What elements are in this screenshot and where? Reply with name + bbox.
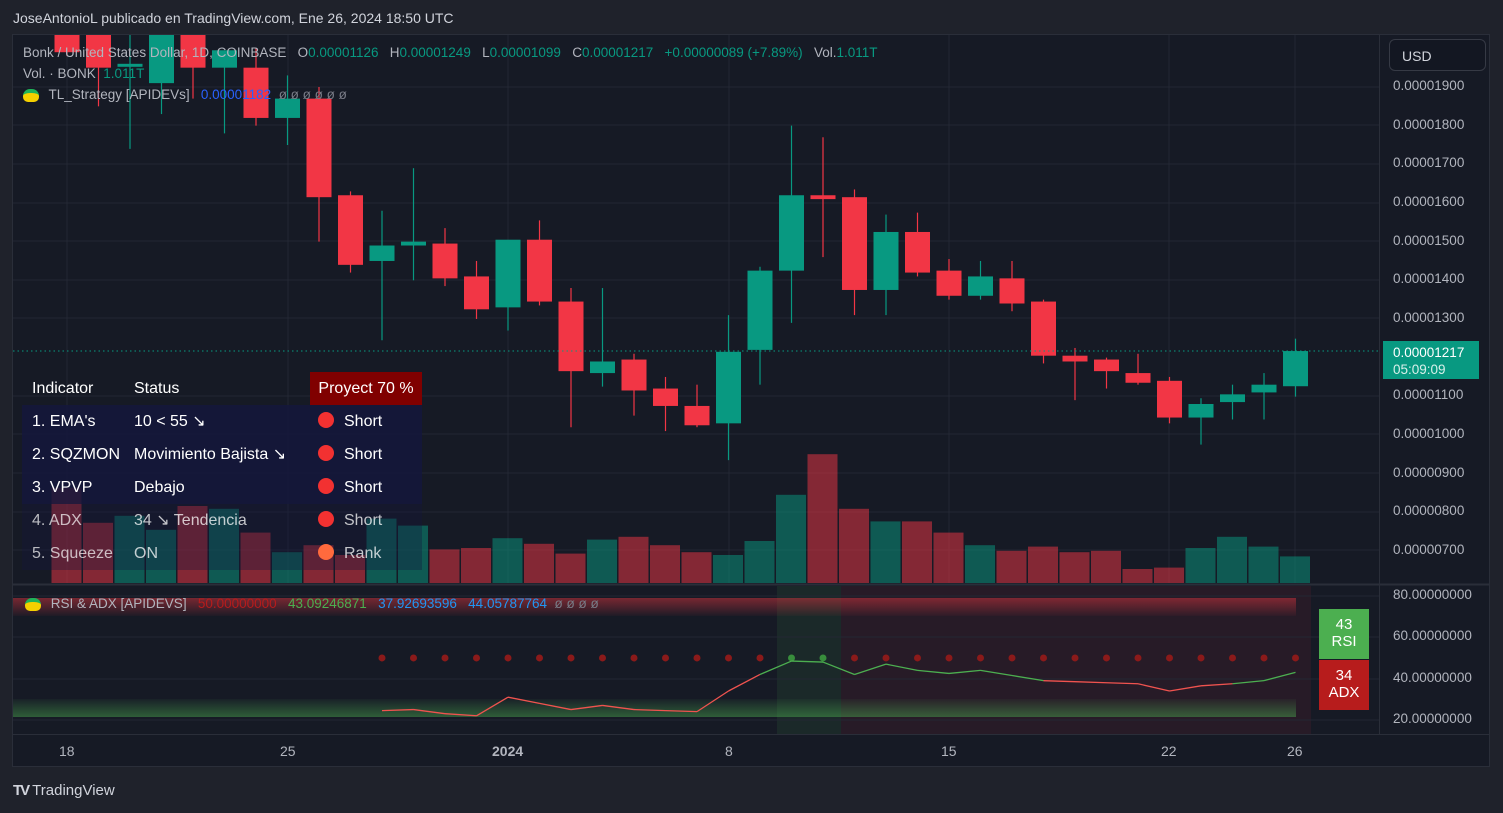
last-price-label: 0.00001217 05:09:09: [1383, 341, 1479, 379]
strategy-legend[interactable]: TL_Strategy [APIDEVs] 0.00001182 ø ø ø ø…: [23, 87, 347, 102]
indicator-status: ON: [134, 545, 158, 562]
indicator-status: Debajo: [134, 479, 185, 496]
price-tick: 0.00001000: [1393, 425, 1465, 441]
indicator-signal: Short: [318, 471, 382, 504]
time-tick: 2024: [492, 743, 524, 759]
signal-dot-icon: [318, 510, 334, 527]
price-tick: 0.00001100: [1393, 387, 1464, 403]
price-tick: 0.00001800: [1393, 116, 1465, 132]
price-tick: 0.00000900: [1393, 464, 1465, 480]
frog-icon: [25, 597, 41, 611]
price-tick: 0.00000800: [1393, 503, 1465, 519]
time-tick: 22: [1161, 743, 1177, 759]
indicator-name: 3. VPVP: [32, 479, 93, 496]
open-value: 0.00001126: [308, 45, 379, 60]
price-tick: 0.00001600: [1393, 193, 1465, 209]
publish-header: JoseAntonioL publicado en TradingView.co…: [13, 10, 454, 26]
time-tick: 26: [1287, 743, 1303, 759]
rsi-tick: 20.00000000: [1393, 710, 1472, 726]
indicator-name: 2. SQZMON: [32, 446, 121, 463]
signal-dot-icon: [318, 477, 334, 494]
indicator-name: 4. ADX: [32, 512, 82, 529]
indicator-row: 4. ADX 34 ↘ Tendencia Short: [22, 504, 422, 537]
price-tick: 0.00001500: [1393, 232, 1465, 248]
low-value: 0.00001099: [489, 45, 561, 60]
signal-dot-icon: [318, 444, 334, 461]
rsi-adx-legend[interactable]: RSI & ADX [APIDEVS] 50.00000000 43.09246…: [25, 596, 599, 611]
adx-badge: 34 ADX: [1319, 660, 1369, 710]
indicator-row: 1. EMA's 10 < 55 ↘ Short: [22, 405, 422, 438]
price-tick: 0.00001300: [1393, 309, 1465, 325]
proyect-badge: Proyect 70 %: [310, 372, 422, 405]
rsi-tick: 80.00000000: [1393, 587, 1472, 602]
rsi-tick: 60.00000000: [1393, 628, 1472, 644]
signal-dot-icon: [318, 411, 334, 428]
indicator-status: Movimiento Bajista ↘: [134, 446, 287, 463]
time-tick: 18: [59, 743, 75, 759]
volume-legend[interactable]: Vol. · BONK 1.011T: [23, 66, 145, 81]
frog-icon: [23, 88, 39, 102]
volume-value: 1.011T: [836, 45, 878, 60]
indicator-signal: Rank: [318, 537, 381, 570]
price-tick: 0.00001900: [1393, 78, 1465, 93]
symbol-legend: Bonk / United States Dollar, 1D, COINBAS…: [23, 45, 878, 60]
rsi-tick: 40.00000000: [1393, 669, 1472, 685]
tradingview-logo[interactable]: TV TradingView: [13, 782, 115, 799]
indicator-status: 34 ↘ Tendencia: [134, 512, 247, 529]
time-tick: 15: [941, 743, 957, 759]
indicator-table-header: Indicator Status Proyect 70 %: [22, 372, 422, 405]
symbol-name[interactable]: Bonk / United States Dollar, 1D, COINBAS…: [23, 45, 287, 60]
indicator-name: 5. Squeeze: [32, 545, 113, 562]
price-tick: 0.00000700: [1393, 541, 1465, 557]
currency-button[interactable]: USD: [1389, 39, 1486, 71]
change-value: +0.00000089 (+7.89%): [664, 45, 803, 60]
bar-countdown: 05:09:09: [1393, 362, 1446, 377]
price-tick: 0.00001700: [1393, 155, 1465, 171]
indicator-status: 10 < 55 ↘: [134, 413, 206, 430]
time-tick: 8: [725, 743, 733, 759]
signal-dot-icon: [318, 543, 334, 560]
tv-logo-icon: TV: [13, 782, 30, 799]
indicator-signal: Short: [318, 405, 382, 438]
high-value: 0.00001249: [399, 45, 471, 60]
indicator-row: 3. VPVP Debajo Short: [22, 471, 422, 504]
rsi-badge: 43 RSI: [1319, 609, 1369, 659]
price-tick: 0.00001400: [1393, 271, 1465, 287]
indicator-row: 2. SQZMON Movimiento Bajista ↘ Short: [22, 438, 422, 471]
indicator-signal: Short: [318, 504, 382, 537]
indicator-signal: Short: [318, 438, 382, 471]
indicator-name: 1. EMA's: [32, 413, 96, 430]
time-tick: 25: [280, 743, 296, 759]
close-value: 0.00001217: [581, 45, 654, 60]
indicator-row: 5. Squeeze ON Rank: [22, 537, 422, 570]
